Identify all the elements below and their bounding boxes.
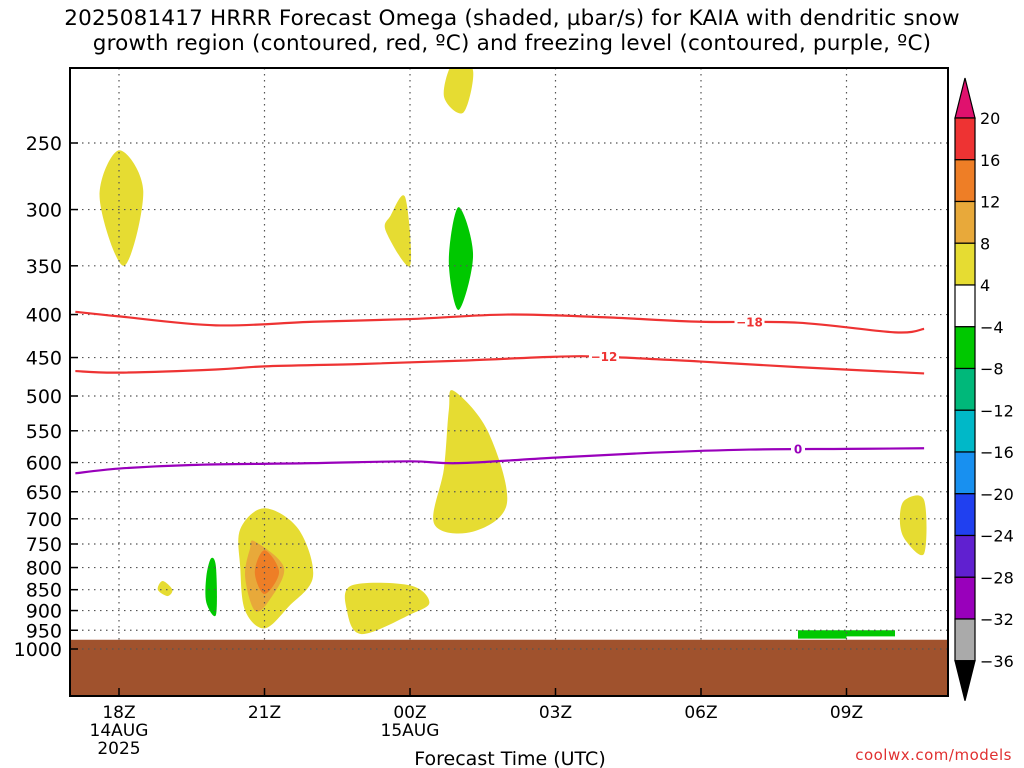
y-tick-label-500: 500 <box>26 386 62 408</box>
contour-line--18 <box>75 310 925 334</box>
omega-region-3 <box>448 207 474 310</box>
x-tick-label-06Z: 06Z <box>684 703 717 723</box>
colorbar-label-10: −24 <box>980 527 1014 546</box>
y-tick-label-800: 800 <box>26 558 62 580</box>
x-tick-label-03Z: 03Z <box>539 703 572 723</box>
colorbar-band-12 <box>954 618 976 662</box>
y-tick-label-250: 250 <box>26 133 62 155</box>
colorbar-band-7 <box>954 409 976 453</box>
colorbar-band-10 <box>954 534 976 578</box>
chart-title-line-2: growth region (contoured, red, ºC) and f… <box>92 31 932 56</box>
colorbar-band-4 <box>954 284 976 328</box>
colorbar-band-5 <box>954 326 976 370</box>
omega-region-11 <box>899 495 927 556</box>
omega-region-12 <box>798 630 895 639</box>
site-credit[interactable]: coolwx.com/models <box>855 746 1012 764</box>
colorbar-band-8 <box>954 451 976 495</box>
omega-region-2 <box>443 68 474 114</box>
colorbar-label-4: 4 <box>980 276 990 295</box>
colorbar-label-5: −4 <box>980 318 1004 337</box>
contour-label-0: 0 <box>794 443 802 457</box>
contour-line-0 <box>75 447 925 475</box>
y-tick-label-850: 850 <box>26 580 62 602</box>
colorbar-band-9 <box>954 493 976 537</box>
y-tick-label-1000: 1000 <box>14 639 62 661</box>
colorbar-bottom-arrow <box>954 660 976 701</box>
y-tick-label-400: 400 <box>26 305 62 327</box>
plot-frame <box>69 67 949 697</box>
colorbar-top-arrow <box>954 77 976 119</box>
x-tick-label-09Z: 09Z <box>830 703 863 723</box>
colorbar-band-0 <box>954 117 976 161</box>
chart-title-line-1: 2025081417 HRRR Forecast Omega (shaded, … <box>64 6 960 31</box>
colorbar-label-2: 12 <box>980 193 1000 212</box>
colorbar-band-2 <box>954 200 976 244</box>
contour-label-bg--18 <box>734 315 765 330</box>
contour-layer: −18 −12 0 <box>75 310 925 475</box>
colorbar-label-3: 8 <box>980 234 990 253</box>
contour-label--18: −18 <box>736 316 763 330</box>
colorbar-label-7: −12 <box>980 401 1014 420</box>
colorbar-label-8: −16 <box>980 443 1014 462</box>
omega-region-1 <box>384 195 412 267</box>
colorbar: 20 16 12 8 4 −4 −8 −12 −16 −20 −24 −28 −32 −36 <box>954 77 1014 701</box>
y-tick-label-950: 950 <box>26 620 62 642</box>
y-tick-label-700: 700 <box>26 509 62 531</box>
omega-region-10 <box>344 582 430 635</box>
x-axis-label: Forecast Time (UTC) <box>414 748 605 768</box>
x-tick-sublabel-00Z-0: 15AUG <box>381 721 440 741</box>
omega-region-8 <box>205 557 217 617</box>
omega-region-9 <box>157 580 173 597</box>
y-tick-label-350: 350 <box>26 256 62 278</box>
chart-title: 2025081417 HRRR Forecast Omega (shaded, … <box>0 6 1024 56</box>
colorbar-label-11: −28 <box>980 568 1014 587</box>
colorbar-label-6: −8 <box>980 360 1004 379</box>
contour-label-bg--12 <box>589 349 619 364</box>
colorbar-band-3 <box>954 242 976 286</box>
contour-label--12: −12 <box>591 350 618 364</box>
x-tick-label-18Z: 18Z <box>102 703 135 723</box>
shaded-omega-layer <box>99 68 927 639</box>
colorbar-label-13: −36 <box>980 652 1014 671</box>
y-tick-label-650: 650 <box>26 482 62 504</box>
colorbar-label-12: −32 <box>980 610 1014 629</box>
axes-layer: 2503003504004505005506006507007508008509… <box>14 67 949 759</box>
y-tick-label-550: 550 <box>26 421 62 443</box>
colorbar-label-1: 16 <box>980 151 1000 170</box>
y-tick-label-750: 750 <box>26 534 62 556</box>
omega-region-0 <box>99 150 144 266</box>
colorbar-label-9: −20 <box>980 485 1014 504</box>
y-tick-label-300: 300 <box>26 200 62 222</box>
colorbar-band-6 <box>954 367 976 411</box>
x-tick-label-00Z: 00Z <box>393 703 426 723</box>
y-tick-label-900: 900 <box>26 601 62 623</box>
x-tick-sublabel-18Z-0: 14AUG <box>90 721 149 741</box>
colorbar-label-0: 20 <box>980 109 1000 128</box>
x-tick-sublabel-18Z-1: 2025 <box>97 739 140 759</box>
x-tick-label-21Z: 21Z <box>248 703 281 723</box>
omega-region-7 <box>254 550 280 594</box>
y-tick-label-450: 450 <box>26 348 62 370</box>
colorbar-band-1 <box>954 159 976 203</box>
contour-line--12 <box>75 355 925 375</box>
colorbar-band-11 <box>954 576 976 620</box>
y-tick-label-600: 600 <box>26 453 62 475</box>
contour-label-bg-0 <box>791 442 805 457</box>
below-ground-layer <box>70 639 948 696</box>
below-ground-fill <box>70 639 948 696</box>
